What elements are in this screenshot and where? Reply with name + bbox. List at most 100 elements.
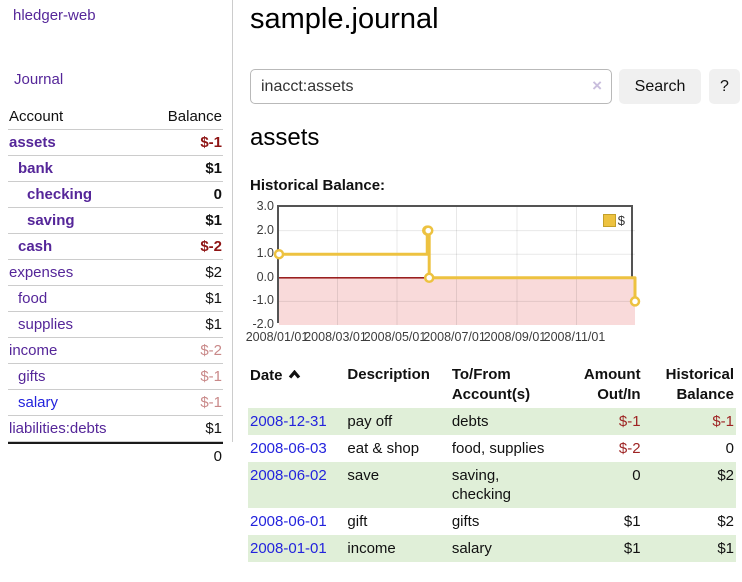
y-axis-tick-label: -1.0 [252, 293, 274, 308]
account-balance: $-2 [200, 238, 222, 255]
legend-label: $ [617, 213, 625, 228]
sidebar-account-row: bank $1 [8, 156, 223, 182]
account-link-cash[interactable]: cash [18, 238, 53, 255]
sidebar-account-row: gifts $-1 [8, 364, 223, 390]
account-link-checking[interactable]: checking [27, 186, 93, 203]
register-row: 2008-12-31 pay off debts $-1 $-1 [248, 408, 736, 435]
sidebar-item-journal[interactable]: Journal [14, 71, 64, 88]
account-balance: $-1 [200, 368, 222, 385]
y-axis-tick-label: 2.0 [256, 222, 274, 237]
register-row: 2008-01-01 income salary $1 $1 [248, 535, 736, 562]
chart-series [273, 207, 641, 325]
description-cell: save [345, 462, 450, 508]
account-link-income[interactable]: income [9, 342, 58, 359]
account-link-gifts[interactable]: gifts [18, 368, 46, 385]
sort-ascending-icon [288, 365, 301, 385]
y-axis-tick-label: 0.0 [256, 269, 274, 284]
search-bar: × Search ? [250, 69, 740, 105]
search-button[interactable]: Search [619, 69, 701, 104]
account-link-expenses[interactable]: expenses [9, 264, 74, 281]
accounts-cell: saving, checking [449, 462, 561, 508]
accounts-cell: salary [449, 535, 561, 562]
total-balance: 0 [213, 448, 222, 465]
account-link-supplies[interactable]: supplies [18, 316, 74, 333]
account-balance: $-2 [200, 342, 222, 359]
balance-column-header: Balance [167, 108, 222, 125]
account-link-food[interactable]: food [18, 290, 48, 307]
historical-balance-label: Historical Balance: [250, 177, 386, 194]
description-column-header: Description [347, 366, 430, 383]
chart-legend: $ [600, 212, 627, 229]
transaction-date-link[interactable]: 2008-06-01 [250, 513, 327, 530]
account-link-assets[interactable]: assets [9, 134, 56, 151]
register-row: 2008-06-01 gift gifts $1 $2 [248, 508, 736, 535]
sidebar-account-row: food $1 [8, 286, 223, 312]
legend-swatch-icon [602, 214, 616, 227]
account-link-salary[interactable]: salary [18, 394, 59, 411]
account-balance: $1 [205, 212, 222, 229]
sidebar-account-row: supplies $1 [8, 312, 223, 338]
y-axis-tick-label: 3.0 [256, 199, 274, 213]
date-cell: 2008-12-31 [248, 408, 346, 435]
register-header-row: Date Description To/From Account(s) Amou… [248, 360, 736, 408]
sidebar-account-row: assets $-1 [8, 130, 223, 156]
date-cell: 2008-01-01 [248, 535, 346, 562]
date-cell: 2008-06-01 [248, 508, 345, 535]
amount-column-header: Amount Out/In [583, 366, 641, 403]
account-heading: assets [250, 124, 320, 151]
transaction-date-link[interactable]: 2008-06-02 [250, 467, 327, 484]
balance-cell: $-1 [642, 408, 736, 435]
account-balance: $-1 [200, 394, 222, 411]
amount-cell: $-1 [560, 408, 643, 435]
accounts-column-header: To/From Account(s) [451, 366, 531, 403]
description-cell: eat & shop [347, 440, 420, 457]
x-axis-tick-label: 2008/11/01 [543, 330, 606, 344]
sidebar-account-row: checking 0 [8, 182, 223, 208]
register-row: 2008-06-03 eat & shop food, supplies $-2 0 [248, 435, 736, 462]
account-total-row: 0 [8, 442, 223, 469]
amount-cell: $1 [623, 513, 641, 530]
account-column-header: Account [9, 108, 64, 125]
sidebar-account-row: salary $-1 [8, 390, 223, 416]
account-link-liabilities-debts[interactable]: liabilities:debts [9, 420, 107, 437]
date-cell: 2008-06-03 [248, 435, 345, 462]
account-table-header: Account Balance [8, 104, 223, 130]
account-balance: $2 [205, 264, 222, 281]
sidebar-account-row: expenses $2 [8, 260, 223, 286]
amount-cell: $-2 [618, 440, 641, 457]
help-button[interactable]: ? [709, 69, 740, 104]
account-balance: $1 [205, 316, 222, 333]
transaction-date-link[interactable]: 2008-12-31 [250, 413, 327, 430]
clear-search-icon[interactable]: × [592, 76, 602, 95]
description-cell: income [345, 535, 450, 562]
sidebar-account-row: saving $1 [8, 208, 223, 234]
account-link-saving[interactable]: saving [27, 212, 75, 229]
y-axis-tick-label: -2.0 [252, 317, 274, 331]
account-balance: $-1 [200, 134, 222, 151]
register-table: Date Description To/From Account(s) Amou… [248, 360, 736, 562]
x-axis-tick-label: 2008/03/01 [304, 330, 367, 344]
transaction-date-link[interactable]: 2008-01-01 [250, 540, 327, 557]
date-column-header: Date [248, 360, 345, 408]
balance-cell: 0 [725, 440, 734, 457]
x-axis-tick-label: 2008/01/01 [245, 330, 309, 344]
date-cell: 2008-06-02 [248, 462, 346, 508]
x-axis-tick-label: 2008/09/01 [483, 330, 547, 344]
sidebar-account-row: income $-2 [8, 338, 223, 364]
account-balance: $1 [205, 420, 222, 437]
transaction-date-link[interactable]: 2008-06-03 [250, 440, 327, 457]
brand-link[interactable]: hledger-web [13, 7, 96, 24]
account-balance: $1 [205, 160, 222, 177]
balance-cell: $2 [642, 462, 736, 508]
x-axis-tick-label: 2008/07/01 [423, 330, 486, 344]
account-balance-table: Account Balance assets $-1 bank $1 checking 0… [8, 104, 223, 469]
chart-plot-area: $ [273, 205, 641, 325]
account-link-bank[interactable]: bank [18, 160, 54, 177]
accounts-cell: debts [449, 408, 561, 435]
sidebar-account-row: liabilities:debts $1 [8, 416, 223, 442]
sidebar-account-row: cash $-2 [8, 234, 223, 260]
search-input[interactable] [250, 69, 612, 104]
description-cell: gift [347, 513, 368, 530]
x-axis-tick-label: 2008/05/01 [363, 330, 427, 344]
